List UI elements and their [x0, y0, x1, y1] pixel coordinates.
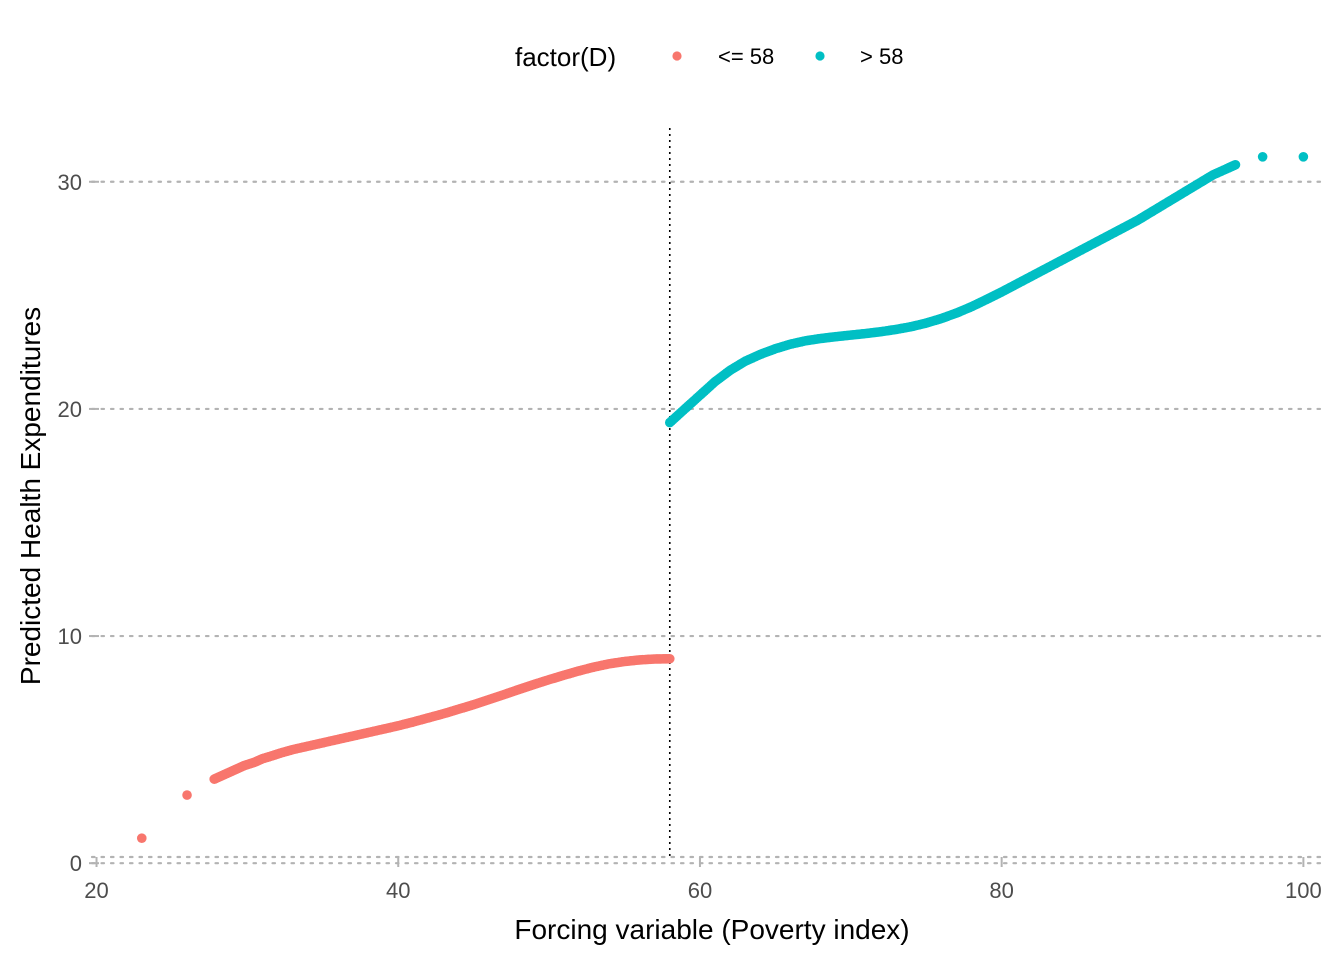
x-tick-label-20: 20 [84, 878, 108, 903]
point-series-1-40 [1299, 152, 1309, 162]
series-0 [137, 654, 675, 843]
grid-lines [92, 182, 1326, 863]
y-tick-label-0: 0 [70, 851, 82, 876]
point-series-1-39 [1258, 152, 1268, 162]
x-tick-label-80: 80 [989, 878, 1013, 903]
data-points-layer [137, 152, 1308, 843]
y-tick-label-10: 10 [58, 624, 82, 649]
point-series-1-38 [1231, 160, 1241, 170]
legend-label-series-1: > 58 [860, 44, 903, 69]
legend-key-series-1 [815, 51, 824, 60]
y-axis-title: Predicted Health Expenditures [15, 307, 46, 685]
point-series-0-1 [182, 790, 192, 800]
point-series-0-36 [665, 654, 675, 664]
point-series-0-0 [137, 833, 147, 843]
y-tick-label-30: 30 [58, 170, 82, 195]
x-tick-label-100: 100 [1285, 878, 1322, 903]
axes: 0 10 20 30 20 40 60 80 100 [58, 170, 1326, 903]
legend-key-series-0 [672, 51, 681, 60]
legend: factor(D) <= 58 > 58 [515, 42, 903, 72]
x-tick-label-40: 40 [386, 878, 410, 903]
x-axis-title: Forcing variable (Poverty index) [514, 914, 909, 945]
legend-label-series-0: <= 58 [718, 44, 774, 69]
series-1 [665, 152, 1308, 427]
x-tick-label-60: 60 [688, 878, 712, 903]
legend-title: factor(D) [515, 42, 616, 72]
y-tick-label-20: 20 [58, 397, 82, 422]
